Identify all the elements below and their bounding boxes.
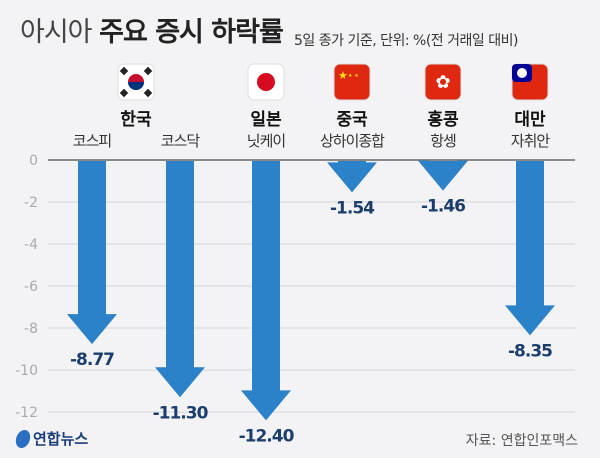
hongkong-flag-icon <box>424 63 462 101</box>
china-small-stars: ★ ★ <box>348 73 359 79</box>
china-star: ★ <box>338 69 348 82</box>
japan-sun <box>257 73 275 91</box>
index-label: 상하이종합 <box>320 132 385 150</box>
country-label: 홍콩 <box>427 109 459 130</box>
title-bold: 주요 증시 하락률 <box>99 17 284 48</box>
logo-text: 연합뉴스 <box>33 430 89 448</box>
y-tick-label: -8 <box>24 321 38 337</box>
korea-trigram <box>143 66 153 76</box>
y-tick-label: -12 <box>15 405 38 421</box>
down-arrow-bar <box>241 161 291 421</box>
korea-trigram <box>143 88 153 98</box>
y-tick-label: -4 <box>24 237 38 253</box>
down-arrow-bar <box>505 161 555 336</box>
bauhinia-flower: ✿ <box>435 72 450 93</box>
index-label: 닛케이 <box>247 132 285 150</box>
country-label: 일본 <box>250 110 282 130</box>
y-tick-label: -10 <box>15 363 38 379</box>
y-tick-label: 0 <box>29 153 38 169</box>
taiwan-sun <box>517 68 527 78</box>
y-tick-label: -6 <box>24 279 38 295</box>
down-arrow-bar <box>155 161 205 398</box>
korea-trigram <box>119 66 129 76</box>
y-tick-label: -2 <box>24 195 38 211</box>
index-label: 항셍 <box>430 132 456 150</box>
index-label: 코스피 <box>73 132 111 150</box>
value-label: -1.54 <box>330 198 375 218</box>
title-light: 아시아 <box>20 17 93 48</box>
down-arrow-bar <box>327 161 377 193</box>
value-label: -8.77 <box>70 350 114 370</box>
china-flag-icon <box>333 63 371 101</box>
value-label: -1.46 <box>421 197 465 217</box>
logo-mark-icon <box>14 429 32 448</box>
chart-subtitle: 5일 종가 기준, 단위: %(전 거래일 대비) <box>294 33 518 49</box>
korea-taeguk-blue <box>128 82 144 90</box>
korea-trigram <box>119 88 129 98</box>
chart-title: 아시아 주요 증시 하락률 <box>20 10 284 49</box>
country-label: 중국 <box>336 110 368 130</box>
value-label: -8.35 <box>508 341 552 361</box>
index-label: 코스닥 <box>161 132 201 150</box>
down-arrow-bar <box>418 160 468 191</box>
country-label: 대만 <box>514 110 546 130</box>
value-label: -11.30 <box>153 403 209 423</box>
source-note: 자료: 연합인포맥스 <box>465 433 578 449</box>
country-label: 한국 <box>120 110 152 130</box>
yonhap-logo: 연합뉴스 <box>14 428 89 449</box>
value-label: -12.40 <box>239 426 295 446</box>
down-arrow-bar <box>67 161 117 345</box>
index-label: 자취안 <box>511 132 551 150</box>
